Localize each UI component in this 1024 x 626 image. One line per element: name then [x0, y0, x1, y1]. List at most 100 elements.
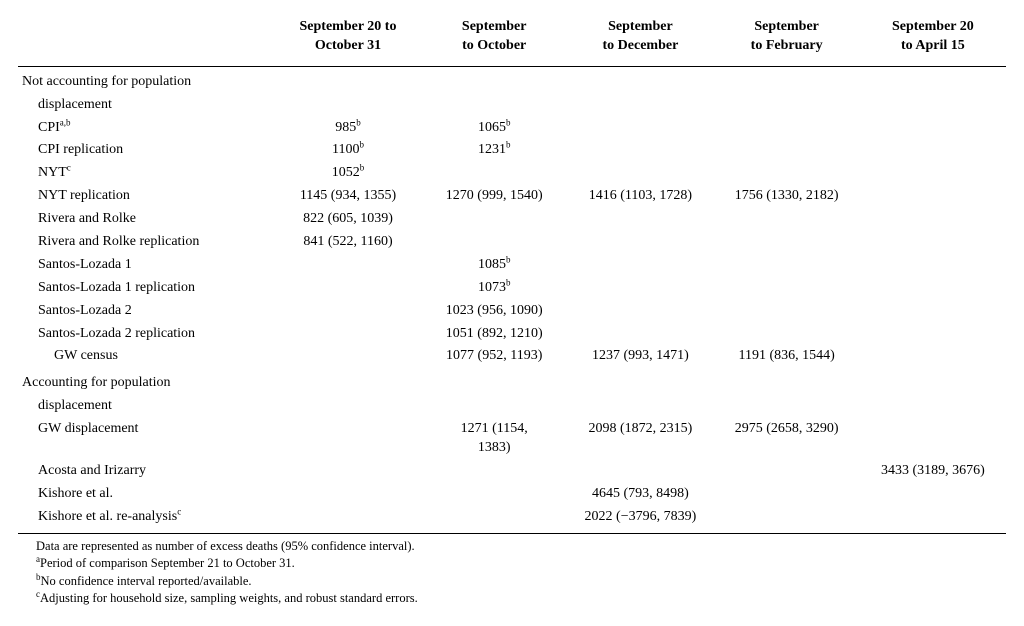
footnote: Data are represented as number of excess… — [36, 538, 1006, 556]
section-header-row: Accounting for population — [18, 368, 1006, 395]
data-cell-text: 1085 — [478, 257, 506, 272]
excess-deaths-table: September 20 toOctober 31Septemberto Oct… — [18, 12, 1006, 529]
row-label: Kishore et al. re-analysisc — [18, 506, 275, 529]
row-label-text: Kishore et al. — [38, 486, 113, 501]
data-cell — [714, 139, 860, 162]
section-header: displacement — [18, 395, 1006, 418]
row-label: Rivera and Rolke replication — [18, 231, 275, 254]
column-header: Septemberto December — [567, 12, 713, 66]
column-header: September to October — [421, 12, 567, 66]
data-cell — [860, 345, 1006, 368]
data-cell — [714, 162, 860, 185]
data-cell — [275, 254, 421, 277]
data-cell-text: 1416 (1103, 1728) — [589, 188, 692, 203]
data-cell: 822 (605, 1039) — [275, 208, 421, 231]
row-label: Kishore et al. — [18, 483, 275, 506]
table-row: Rivera and Rolke replication 841 (522, 11… — [18, 231, 1006, 254]
data-cell: 1416 (1103, 1728) — [567, 185, 713, 208]
row-label: Rivera and Rolke — [18, 208, 275, 231]
table-row: Santos-Lozada 1 1085b — [18, 254, 1006, 277]
data-cell — [567, 460, 713, 483]
row-label-text: Kishore et al. re-analysis — [38, 509, 177, 524]
data-cell — [714, 483, 860, 506]
data-cell-text: 1051 (892, 1210) — [446, 326, 543, 341]
data-cell — [567, 117, 713, 140]
data-cell — [860, 300, 1006, 323]
column-header-line: September — [754, 19, 819, 34]
data-cell: 2098 (1872, 2315) — [567, 418, 713, 460]
data-cell — [714, 254, 860, 277]
data-cell: 1145 (934, 1355) — [275, 185, 421, 208]
column-header-line: to April 15 — [901, 38, 965, 53]
data-cell — [714, 323, 860, 346]
data-cell-text: 1052 — [332, 165, 360, 180]
data-cell: 1237 (993, 1471) — [567, 345, 713, 368]
footnote: aPeriod of comparison September 21 to Oc… — [36, 555, 1006, 573]
row-label: Santos-Lozada 1 — [18, 254, 275, 277]
row-label-text: Santos-Lozada 2 — [38, 303, 132, 318]
data-cell — [567, 300, 713, 323]
data-cell — [567, 254, 713, 277]
column-header-line: September 20 to — [300, 19, 397, 34]
data-cell — [860, 277, 1006, 300]
data-cell-text: 1073 — [478, 280, 506, 295]
data-cell: 841 (522, 1160) — [275, 231, 421, 254]
column-header: Septemberto February — [714, 12, 860, 66]
data-cell — [860, 208, 1006, 231]
data-cell: 1073b — [421, 277, 567, 300]
data-cell — [275, 323, 421, 346]
row-label-text: Rivera and Rolke replication — [38, 234, 199, 249]
data-cell — [275, 483, 421, 506]
data-cell — [567, 139, 713, 162]
data-cell: 1191 (836, 1544) — [714, 345, 860, 368]
section-header-row: Not accounting for population — [18, 66, 1006, 93]
column-header-line: September — [462, 19, 527, 34]
row-label-sup: c — [67, 163, 71, 173]
section-header-row: displacement — [18, 94, 1006, 117]
data-cell — [275, 418, 421, 460]
data-cell-text: 1065 — [478, 120, 506, 135]
data-cell: 1100b — [275, 139, 421, 162]
data-cell — [421, 483, 567, 506]
section-header: Accounting for population — [18, 368, 1006, 395]
data-cell — [714, 460, 860, 483]
row-label: Santos-Lozada 2 — [18, 300, 275, 323]
row-label: NYTc — [18, 162, 275, 185]
data-cell: 1085b — [421, 254, 567, 277]
data-cell — [860, 185, 1006, 208]
data-cell — [714, 300, 860, 323]
data-cell-sup: b — [356, 117, 361, 127]
column-header-line: to October — [462, 38, 526, 53]
data-cell — [860, 483, 1006, 506]
row-label-text: NYT replication — [38, 188, 130, 203]
footnote-text: Data are represented as number of excess… — [36, 539, 415, 553]
data-cell-text: 1271 (1154, — [461, 421, 528, 436]
row-label-text: Santos-Lozada 1 — [38, 257, 132, 272]
data-cell — [567, 208, 713, 231]
data-cell-text: 4645 (793, 8498) — [592, 486, 689, 501]
data-cell-sup: b — [360, 163, 365, 173]
table-row: GW census 1077 (952, 1193)1237 (993, 1471… — [18, 345, 1006, 368]
data-cell — [714, 117, 860, 140]
data-cell — [275, 277, 421, 300]
footnote-text: Period of comparison September 21 to Oct… — [40, 556, 295, 570]
data-cell: 1065b — [421, 117, 567, 140]
data-cell — [860, 231, 1006, 254]
row-label-sup: c — [177, 506, 181, 516]
table-row: Kishore et al. re-analysisc2022 (−3796, … — [18, 506, 1006, 529]
row-label-text: Santos-Lozada 1 replication — [38, 280, 195, 295]
data-cell-sup: b — [506, 117, 511, 127]
data-cell — [421, 208, 567, 231]
data-cell: 1270 (999, 1540) — [421, 185, 567, 208]
table-footnotes: Data are represented as number of excess… — [18, 533, 1006, 608]
table-row: Rivera and Rolke822 (605, 1039) — [18, 208, 1006, 231]
data-cell-text: 1191 (836, 1544) — [738, 348, 834, 363]
data-cell — [421, 162, 567, 185]
table-page: September 20 toOctober 31Septemberto Oct… — [0, 0, 1024, 626]
row-label-text: GW census — [54, 348, 118, 363]
table-row: Santos-Lozada 1 replication 1073b — [18, 277, 1006, 300]
table-header: September 20 toOctober 31Septemberto Oct… — [18, 12, 1006, 66]
data-cell: 1077 (952, 1193) — [421, 345, 567, 368]
data-cell-text: 1100 — [332, 142, 359, 157]
data-cell — [860, 418, 1006, 460]
